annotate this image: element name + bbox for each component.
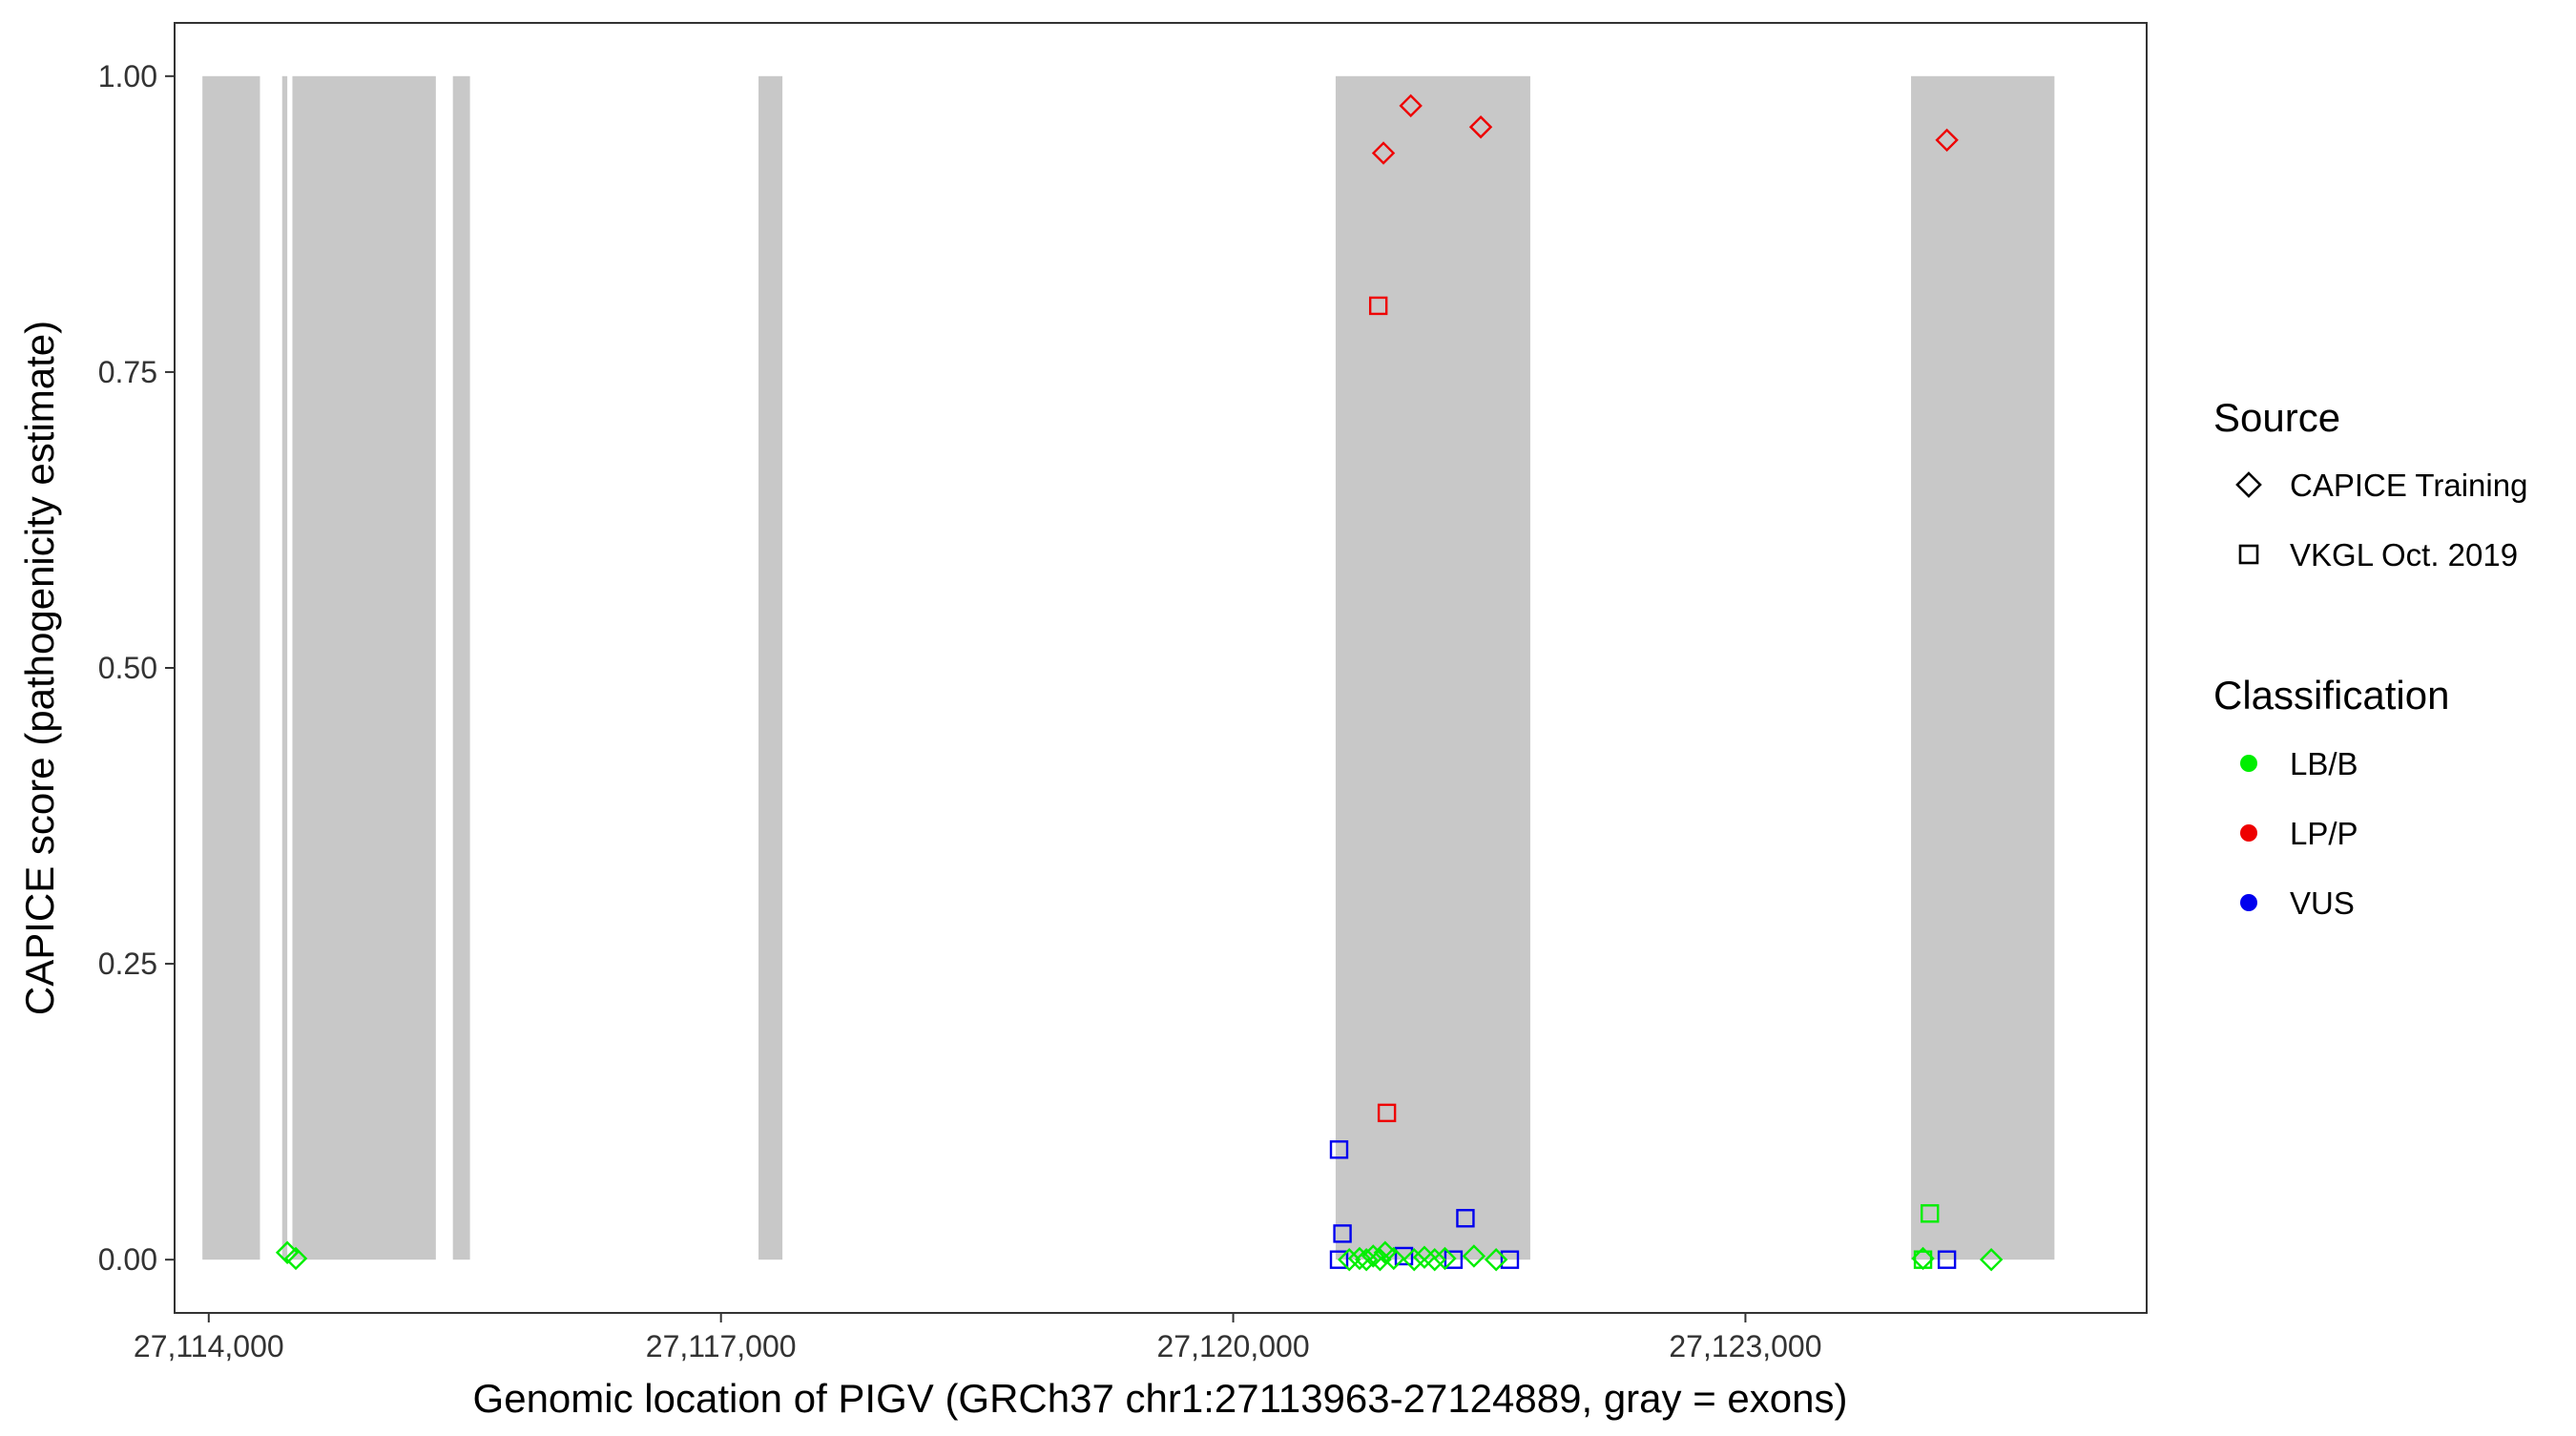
x-axis: 27,114,000 27,117,000 27,120,000 27,123,000 bbox=[134, 1313, 1822, 1363]
data-point-diamond-30 bbox=[1462, 1244, 1486, 1268]
exon-band-1 bbox=[202, 75, 260, 1260]
legend-square-icon bbox=[2238, 544, 2259, 565]
y-tick-label: 0.50 bbox=[98, 651, 157, 685]
legend-entry-lpp: LP/P bbox=[2240, 816, 2358, 851]
legend-lbb-dot-icon bbox=[2240, 755, 2257, 772]
exon-band-3 bbox=[292, 75, 436, 1260]
exon-band-2 bbox=[281, 75, 288, 1260]
legend-entry-vus: VUS bbox=[2240, 885, 2355, 921]
legend-source-title: Source bbox=[2213, 395, 2340, 440]
plot-panel-background bbox=[175, 23, 2147, 1313]
x-axis-title: Genomic location of PIGV (GRCh37 chr1:27… bbox=[473, 1376, 1848, 1421]
y-tick-label: 0.25 bbox=[98, 947, 157, 981]
y-tick-label: 0.75 bbox=[98, 355, 157, 389]
data-point-square-15 bbox=[1500, 1250, 1520, 1269]
data-point-diamond-6 bbox=[1935, 128, 1959, 152]
legend: Source CAPICE Training VKGL Oct. 2019 Cl… bbox=[2213, 395, 2527, 921]
legend-label-lbb: LB/B bbox=[2290, 746, 2358, 781]
data-point-diamond-33 bbox=[1979, 1247, 2004, 1272]
y-axis: 0.00 0.25 0.50 0.75 1.00 bbox=[98, 59, 175, 1277]
legend-classification-title: Classification bbox=[2213, 673, 2449, 718]
exon-band-4 bbox=[452, 75, 470, 1260]
data-point-square-8 bbox=[1377, 1103, 1397, 1123]
x-tick-label: 27,120,000 bbox=[1156, 1329, 1309, 1363]
data-point-diamond-29 bbox=[1433, 1246, 1457, 1271]
data-point-diamond-19 bbox=[1338, 1247, 1361, 1272]
data-point-square-13 bbox=[1394, 1246, 1414, 1266]
data-point-square-17 bbox=[1921, 1204, 1940, 1223]
legend-label-capice-training: CAPICE Training bbox=[2290, 468, 2527, 503]
legend-entry-lbb: LB/B bbox=[2240, 746, 2358, 781]
x-tick-label: 27,123,000 bbox=[1669, 1329, 1821, 1363]
data-point-diamond-5 bbox=[1468, 114, 1493, 139]
data-point-diamond-25 bbox=[1381, 1246, 1405, 1271]
legend-label-vkgl: VKGL Oct. 2019 bbox=[2290, 537, 2518, 572]
data-point-diamond-32 bbox=[1911, 1246, 1935, 1271]
y-tick-label: 0.00 bbox=[98, 1242, 157, 1277]
legend-label-lpp: LP/P bbox=[2290, 816, 2358, 851]
data-point-square-10 bbox=[1333, 1224, 1352, 1243]
data-point-square-16 bbox=[1937, 1250, 1957, 1269]
data-point-diamond-28 bbox=[1423, 1247, 1446, 1272]
data-point-diamond-31 bbox=[1484, 1247, 1508, 1272]
legend-vus-dot-icon bbox=[2240, 894, 2257, 911]
data-point-diamond-4 bbox=[1399, 94, 1423, 118]
data-point-diamond-3 bbox=[1371, 141, 1396, 165]
exon-band-7 bbox=[1911, 75, 2055, 1260]
legend-entry-vkgl: VKGL Oct. 2019 bbox=[2238, 537, 2518, 572]
legend-entry-capice-training: CAPICE Training bbox=[2235, 468, 2527, 503]
data-point-diamond-22 bbox=[1361, 1244, 1385, 1268]
legend-label-vus: VUS bbox=[2290, 885, 2355, 921]
data-point-square-12 bbox=[1329, 1250, 1349, 1269]
exon-bands bbox=[202, 75, 2055, 1260]
data-point-square-11 bbox=[1456, 1209, 1475, 1228]
data-point-diamond-20 bbox=[1347, 1246, 1372, 1271]
data-point-square-7 bbox=[1368, 296, 1388, 316]
data-point-diamond-2 bbox=[283, 1246, 308, 1271]
y-axis-title: CAPICE score (pathogenicity estimate) bbox=[17, 321, 62, 1015]
exon-band-6 bbox=[1335, 75, 1530, 1260]
legend-diamond-icon bbox=[2235, 471, 2262, 498]
x-tick-label: 27,117,000 bbox=[646, 1329, 797, 1363]
data-point-diamond-26 bbox=[1402, 1247, 1426, 1272]
exon-band-5 bbox=[758, 75, 783, 1260]
legend-lpp-dot-icon bbox=[2240, 824, 2257, 842]
y-tick-label: 1.00 bbox=[98, 59, 157, 94]
data-points bbox=[275, 94, 2004, 1272]
data-point-square-9 bbox=[1329, 1140, 1349, 1159]
x-tick-label: 27,114,000 bbox=[134, 1329, 284, 1363]
